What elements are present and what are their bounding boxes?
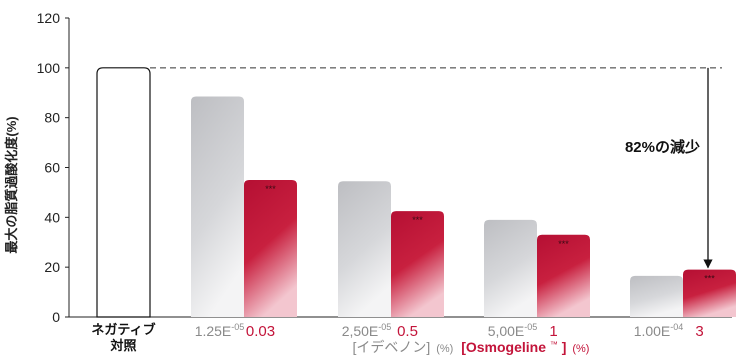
x-tick-label-idebenone-base: 1.25E xyxy=(195,323,232,339)
x-tick-label-idebenone-exponent: -04 xyxy=(670,322,683,332)
significance-marker: *** xyxy=(412,215,423,225)
y-axis-title: 最大の脂質過酸化度(%) xyxy=(4,116,19,253)
x-tick-label-idebenone: 1.00E-04 xyxy=(634,322,684,339)
x-tick-label-idebenone-base: 5,00E xyxy=(488,323,525,339)
significance-marker: *** xyxy=(704,274,715,284)
bar-osmogeline xyxy=(391,211,444,317)
x-axis-title-idebenone-unit: (%) xyxy=(436,343,453,355)
y-tick-label: 40 xyxy=(44,209,60,225)
x-axis-title-osmogeline-unit: (%) xyxy=(572,343,589,355)
x-tick-label-idebenone-exponent: -05 xyxy=(231,322,244,332)
x-axis-title-osmogeline-close: ] xyxy=(562,339,567,355)
x-tick-label-osmogeline: 0.5 xyxy=(397,323,418,340)
x-tick-label-idebenone-exponent: -05 xyxy=(524,322,537,332)
x-axis-title: [イデベノン] (%) [Osmogeline ™ ] (%) xyxy=(353,334,590,355)
annotation: 82%の減少 xyxy=(625,67,713,269)
bar-idebenone xyxy=(191,96,244,317)
significance-marker: *** xyxy=(558,239,569,249)
significance-marker: *** xyxy=(265,184,276,194)
reduction-label: 82%の減少 xyxy=(625,138,700,156)
x-tick-label-osmogeline: 3 xyxy=(695,323,703,340)
x-tick-label-idebenone-base: 2,50E xyxy=(342,323,379,339)
x-tick-label-osmogeline: 1 xyxy=(549,323,557,340)
x-tick-label-idebenone-exponent: -05 xyxy=(378,322,391,332)
y-ticks: 0 20 40 60 80 100 120 xyxy=(37,10,69,325)
y-tick-label: 20 xyxy=(44,259,60,275)
bars: *** *** *** *** xyxy=(96,67,736,318)
x-axis-title-idebenone: [イデベノン] xyxy=(353,339,431,355)
x-axis-title-osmogeline-tm: ™ xyxy=(550,340,558,349)
x-tick-label-control-line1: ネガティブ xyxy=(91,322,155,337)
x-tick-label-idebenone: 1.25E-05 xyxy=(195,322,245,339)
y-tick-label: 80 xyxy=(44,110,60,126)
bar-osmogeline xyxy=(244,179,297,317)
x-tick-label-idebenone: 5,00E-05 xyxy=(488,322,538,339)
x-tick-label-idebenone-base: 1.00E xyxy=(634,323,671,339)
bar-osmogeline xyxy=(537,234,590,317)
bar-control xyxy=(96,67,151,318)
y-tick-label: 0 xyxy=(52,309,60,325)
y-tick-label: 100 xyxy=(37,60,61,76)
y-tick-label: 120 xyxy=(37,10,61,26)
bar-idebenone xyxy=(630,275,683,317)
y-tick-label: 60 xyxy=(44,160,60,176)
bar-osmogeline xyxy=(683,269,736,317)
x-tick-label-osmogeline: 0.03 xyxy=(246,323,275,340)
x-axis-title-osmogeline: [Osmogeline xyxy=(461,339,546,355)
x-tick-label-idebenone: 2,50E-05 xyxy=(342,322,392,339)
bar-idebenone xyxy=(484,219,537,317)
bar-idebenone xyxy=(338,181,391,317)
x-tick-label-control-line2: 対照 xyxy=(109,338,136,353)
